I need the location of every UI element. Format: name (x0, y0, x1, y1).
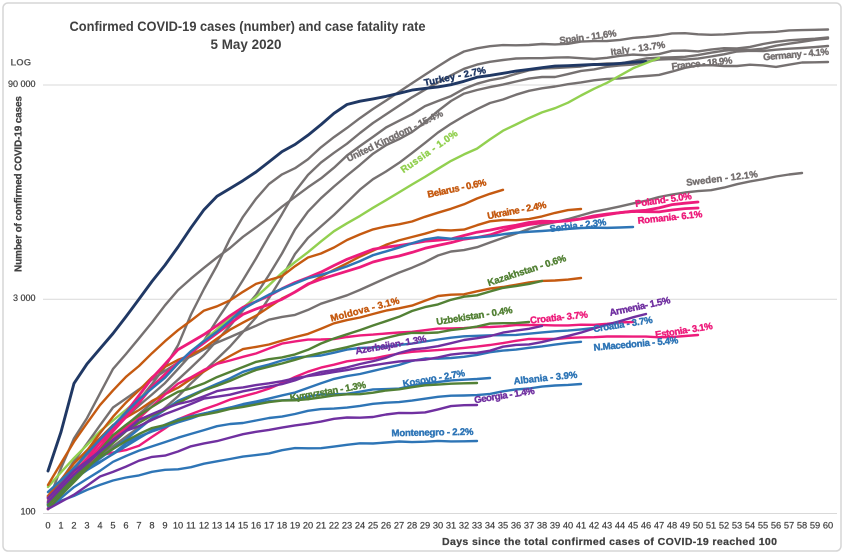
svg-text:3 000: 3 000 (13, 293, 36, 303)
svg-text:37: 37 (524, 521, 534, 531)
svg-text:34: 34 (485, 521, 495, 531)
svg-text:11: 11 (186, 521, 196, 531)
svg-text:27: 27 (394, 521, 404, 531)
svg-text:22: 22 (329, 521, 339, 531)
svg-text:16: 16 (251, 521, 261, 531)
svg-text:45: 45 (628, 521, 638, 531)
svg-text:5: 5 (110, 521, 115, 531)
svg-text:53: 53 (732, 521, 742, 531)
svg-text:49: 49 (680, 521, 690, 531)
svg-text:15: 15 (238, 521, 248, 531)
svg-text:28: 28 (407, 521, 417, 531)
svg-text:39: 39 (550, 521, 560, 531)
svg-text:60: 60 (823, 521, 833, 531)
svg-text:48: 48 (667, 521, 677, 531)
svg-text:43: 43 (602, 521, 612, 531)
svg-text:57: 57 (784, 521, 794, 531)
svg-text:31: 31 (446, 521, 456, 531)
svg-text:Days since the total confirmed: Days since the total confirmed cases of … (442, 536, 777, 548)
svg-text:35: 35 (498, 521, 508, 531)
svg-text:44: 44 (615, 521, 625, 531)
svg-text:46: 46 (641, 521, 651, 531)
svg-text:3: 3 (84, 521, 89, 531)
svg-text:33: 33 (472, 521, 482, 531)
svg-text:2: 2 (71, 521, 76, 531)
svg-text:Montenegro - 2.2%: Montenegro - 2.2% (391, 427, 474, 439)
svg-text:24: 24 (355, 521, 365, 531)
svg-text:1: 1 (58, 521, 63, 531)
svg-text:26: 26 (381, 521, 391, 531)
svg-text:51: 51 (706, 521, 716, 531)
svg-text:23: 23 (342, 521, 352, 531)
svg-text:0: 0 (45, 521, 50, 531)
svg-text:17: 17 (264, 521, 274, 531)
svg-text:19: 19 (290, 521, 300, 531)
svg-text:90 000: 90 000 (8, 79, 36, 89)
svg-text:21: 21 (316, 521, 326, 531)
svg-text:Confirmed COVID-19 cases (numb: Confirmed COVID-19 cases (number) and ca… (70, 18, 426, 34)
svg-text:40: 40 (563, 521, 573, 531)
svg-text:100: 100 (20, 507, 35, 517)
svg-text:55: 55 (758, 521, 768, 531)
svg-text:59: 59 (810, 521, 820, 531)
svg-text:9: 9 (162, 521, 167, 531)
svg-text:32: 32 (459, 521, 469, 531)
svg-text:50: 50 (693, 521, 703, 531)
svg-text:8: 8 (149, 521, 154, 531)
svg-text:29: 29 (420, 521, 430, 531)
svg-text:54: 54 (745, 521, 755, 531)
svg-text:42: 42 (589, 521, 599, 531)
svg-text:47: 47 (654, 521, 664, 531)
svg-text:5 May 2020: 5 May 2020 (211, 37, 282, 52)
svg-text:12: 12 (199, 521, 209, 531)
svg-text:30: 30 (433, 521, 443, 531)
svg-text:7: 7 (136, 521, 141, 531)
svg-text:14: 14 (225, 521, 235, 531)
svg-text:38: 38 (537, 521, 547, 531)
svg-text:52: 52 (719, 521, 729, 531)
svg-text:25: 25 (368, 521, 378, 531)
svg-text:36: 36 (511, 521, 521, 531)
svg-text:6: 6 (123, 521, 128, 531)
svg-text:58: 58 (797, 521, 807, 531)
svg-text:10: 10 (173, 521, 183, 531)
svg-text:41: 41 (576, 521, 586, 531)
svg-text:LOG: LOG (11, 58, 32, 69)
svg-text:Number of confirmed COVID-19 c: Number of confirmed COVID-19 cases (14, 96, 25, 272)
svg-text:56: 56 (771, 521, 781, 531)
svg-text:13: 13 (212, 521, 222, 531)
svg-text:4: 4 (97, 521, 102, 531)
svg-text:20: 20 (303, 521, 313, 531)
svg-text:18: 18 (277, 521, 287, 531)
